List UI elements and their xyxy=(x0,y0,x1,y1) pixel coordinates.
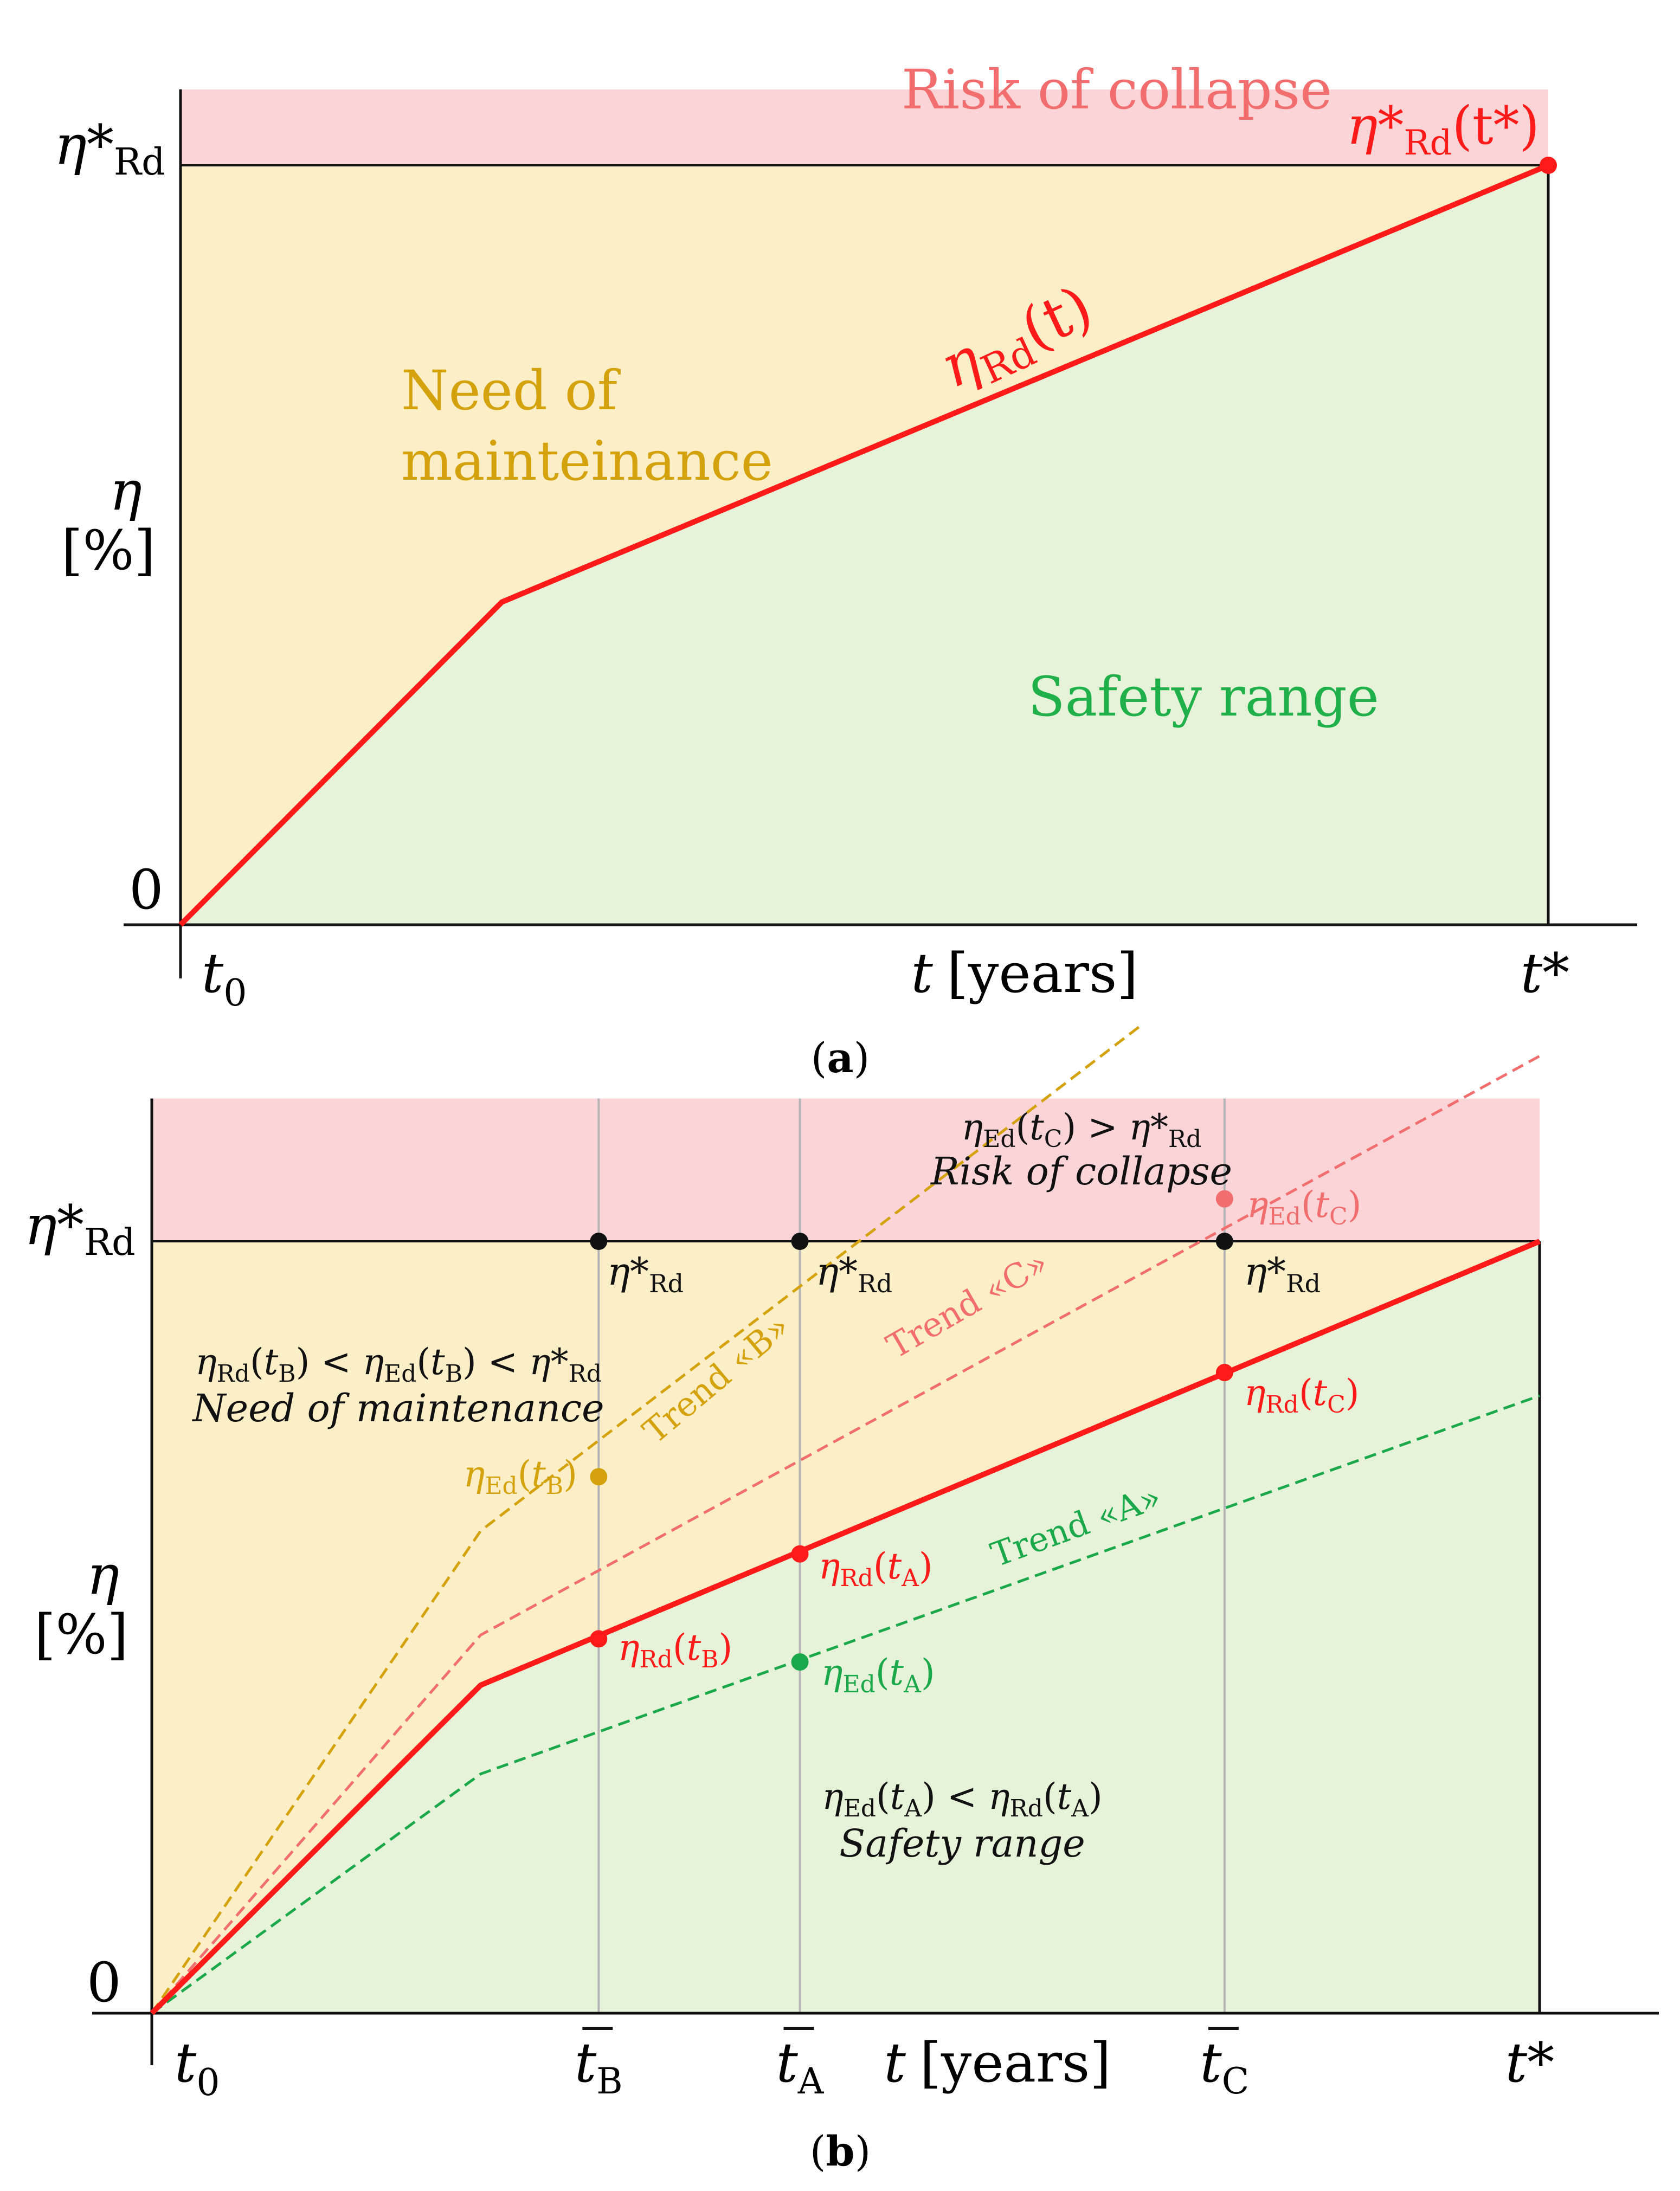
panel-b-safety-zone xyxy=(152,1241,1540,2013)
panel-b-trend-c-line xyxy=(151,1055,1541,2014)
panel-a-y-tick-zero: 0 xyxy=(129,858,164,921)
panel-a-x-tick-end: t* xyxy=(1521,942,1569,1005)
panel-b-caption: (b) xyxy=(810,2127,871,2175)
panel-a: Risk of collapse Need of mainteinance Sa… xyxy=(54,58,1637,1082)
panel-b-x-mark-c: tC xyxy=(1200,2027,1250,2102)
maintenance-formula: ηRd(tB) < ηEd(tB) < η*Rd xyxy=(195,1341,602,1388)
collapse-annotation-text: Risk of collapse xyxy=(930,1149,1232,1194)
maintenance-annotation-text: Need of maintenance xyxy=(191,1386,604,1430)
point-eta-ed-tb xyxy=(590,1468,608,1486)
panel-a-y-label-symbol: η xyxy=(110,459,142,523)
panel-a-y-label-unit: [%] xyxy=(61,519,155,582)
panel-b-resistance-line xyxy=(150,1239,1541,2015)
point-eta-rd-ta xyxy=(791,1545,809,1563)
panel-b-collapse-zone xyxy=(152,1098,1540,1241)
panel-b-y-tick-zero: 0 xyxy=(87,1951,121,2014)
panel-a-maintenance-label-1: Need of xyxy=(401,359,621,422)
panel-a-safety-zone xyxy=(181,165,1548,925)
safety-formula: ηEd(tA) < ηRd(tA) xyxy=(822,1776,1103,1822)
panel-b-y-label-unit: [%] xyxy=(34,1603,128,1666)
panel-b-y-tick-limit: η*Rd xyxy=(24,1194,136,1264)
panel-b-x-tick-start: t0 xyxy=(175,2031,220,2104)
svg-text:tB: tB xyxy=(575,2031,623,2102)
point-limit-ta xyxy=(791,1233,809,1250)
panel-a-safety-label: Safety range xyxy=(1028,665,1379,729)
panel-a-maintenance-zone xyxy=(181,165,1548,925)
panel-a-collapse-label: Risk of collapse xyxy=(902,58,1332,121)
safety-annotation-text: Safety range xyxy=(839,1821,1085,1866)
panel-a-x-tick-start: t0 xyxy=(202,942,247,1015)
panel-b-trend-b-line xyxy=(150,1024,1142,2014)
label-eta-rd-tc: ηRd(tC) xyxy=(1244,1372,1360,1419)
panel-b-x-label: t [years] xyxy=(884,2031,1111,2095)
point-eta-rd-tb xyxy=(590,1630,608,1648)
label-limit-ta: η*Rd xyxy=(816,1249,892,1298)
label-eta-ed-ta: ηEd(tA) xyxy=(821,1652,935,1698)
panel-b-x-tick-end: t* xyxy=(1505,2031,1554,2095)
panel-a-caption: (a) xyxy=(811,1034,870,1082)
svg-text:tA: tA xyxy=(776,2031,825,2102)
panel-a-maintenance-label-2: mainteinance xyxy=(401,429,773,493)
label-eta-rd-ta: ηRd(tA) xyxy=(819,1545,933,1592)
panel-a-y-tick-limit: η*Rd xyxy=(54,113,165,184)
point-limit-tb xyxy=(590,1233,608,1250)
panel-b: ηRd(tB) ηRd(tA) ηRd(tC) ηEd(tA) ηEd(tB) … xyxy=(24,1024,1659,2175)
panel-a-end-point xyxy=(1540,157,1557,174)
collapse-formula: ηEd(tC) > η*Rd xyxy=(962,1106,1202,1153)
panel-b-x-mark-a: tA xyxy=(776,2027,825,2102)
point-eta-ed-ta xyxy=(791,1653,809,1671)
label-eta-ed-tb: ηEd(tB) xyxy=(464,1453,577,1500)
panel-a-collapse-zone xyxy=(181,89,1548,165)
point-eta-rd-tc xyxy=(1215,1364,1233,1382)
label-eta-ed-tc: ηEd(tC) xyxy=(1247,1184,1362,1230)
point-eta-ed-tc xyxy=(1215,1190,1233,1208)
panel-a-x-label: t [years] xyxy=(911,942,1138,1005)
panel-b-y-label-symbol: η xyxy=(87,1543,119,1607)
svg-text:tC: tC xyxy=(1200,2031,1250,2102)
panel-b-x-mark-b: tB xyxy=(575,2027,623,2102)
panel-a-resistance-line xyxy=(178,163,1549,927)
panel-b-maintenance-zone xyxy=(152,1241,1540,2013)
label-limit-tc: η*Rd xyxy=(1244,1249,1321,1298)
panel-b-trend-a-line xyxy=(151,1394,1540,2015)
label-limit-tb: η*Rd xyxy=(607,1249,684,1298)
panel-a-end-point-label: η*Rd(t*) xyxy=(1347,95,1540,163)
label-eta-rd-tb: ηRd(tB) xyxy=(618,1627,732,1673)
point-limit-tc xyxy=(1215,1233,1233,1250)
